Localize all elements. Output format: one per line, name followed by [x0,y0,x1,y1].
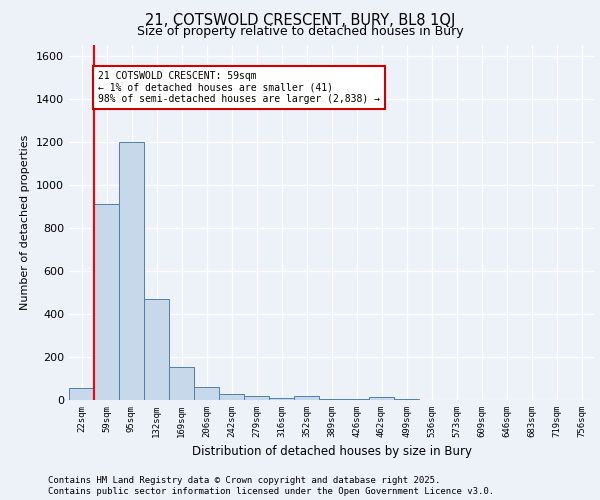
Text: 21 COTSWOLD CRESCENT: 59sqm
← 1% of detached houses are smaller (41)
98% of semi: 21 COTSWOLD CRESCENT: 59sqm ← 1% of deta… [98,71,380,104]
X-axis label: Distribution of detached houses by size in Bury: Distribution of detached houses by size … [191,446,472,458]
Bar [344,399,369,400]
Bar [69,388,94,400]
Bar [219,394,244,400]
Text: Contains public sector information licensed under the Open Government Licence v3: Contains public sector information licen… [48,487,494,496]
Bar [169,366,194,400]
Text: Size of property relative to detached houses in Bury: Size of property relative to detached ho… [137,25,463,38]
Bar [244,396,269,400]
Bar [294,396,319,400]
Bar [394,399,419,400]
Bar [369,397,394,400]
Bar [119,142,144,400]
Text: Contains HM Land Registry data © Crown copyright and database right 2025.: Contains HM Land Registry data © Crown c… [48,476,440,485]
Bar [144,299,169,400]
Bar [319,399,344,400]
Bar [194,387,219,400]
Bar [94,204,119,400]
Y-axis label: Number of detached properties: Number of detached properties [20,135,31,310]
Bar [269,398,294,400]
Text: 21, COTSWOLD CRESCENT, BURY, BL8 1QJ: 21, COTSWOLD CRESCENT, BURY, BL8 1QJ [145,12,455,28]
